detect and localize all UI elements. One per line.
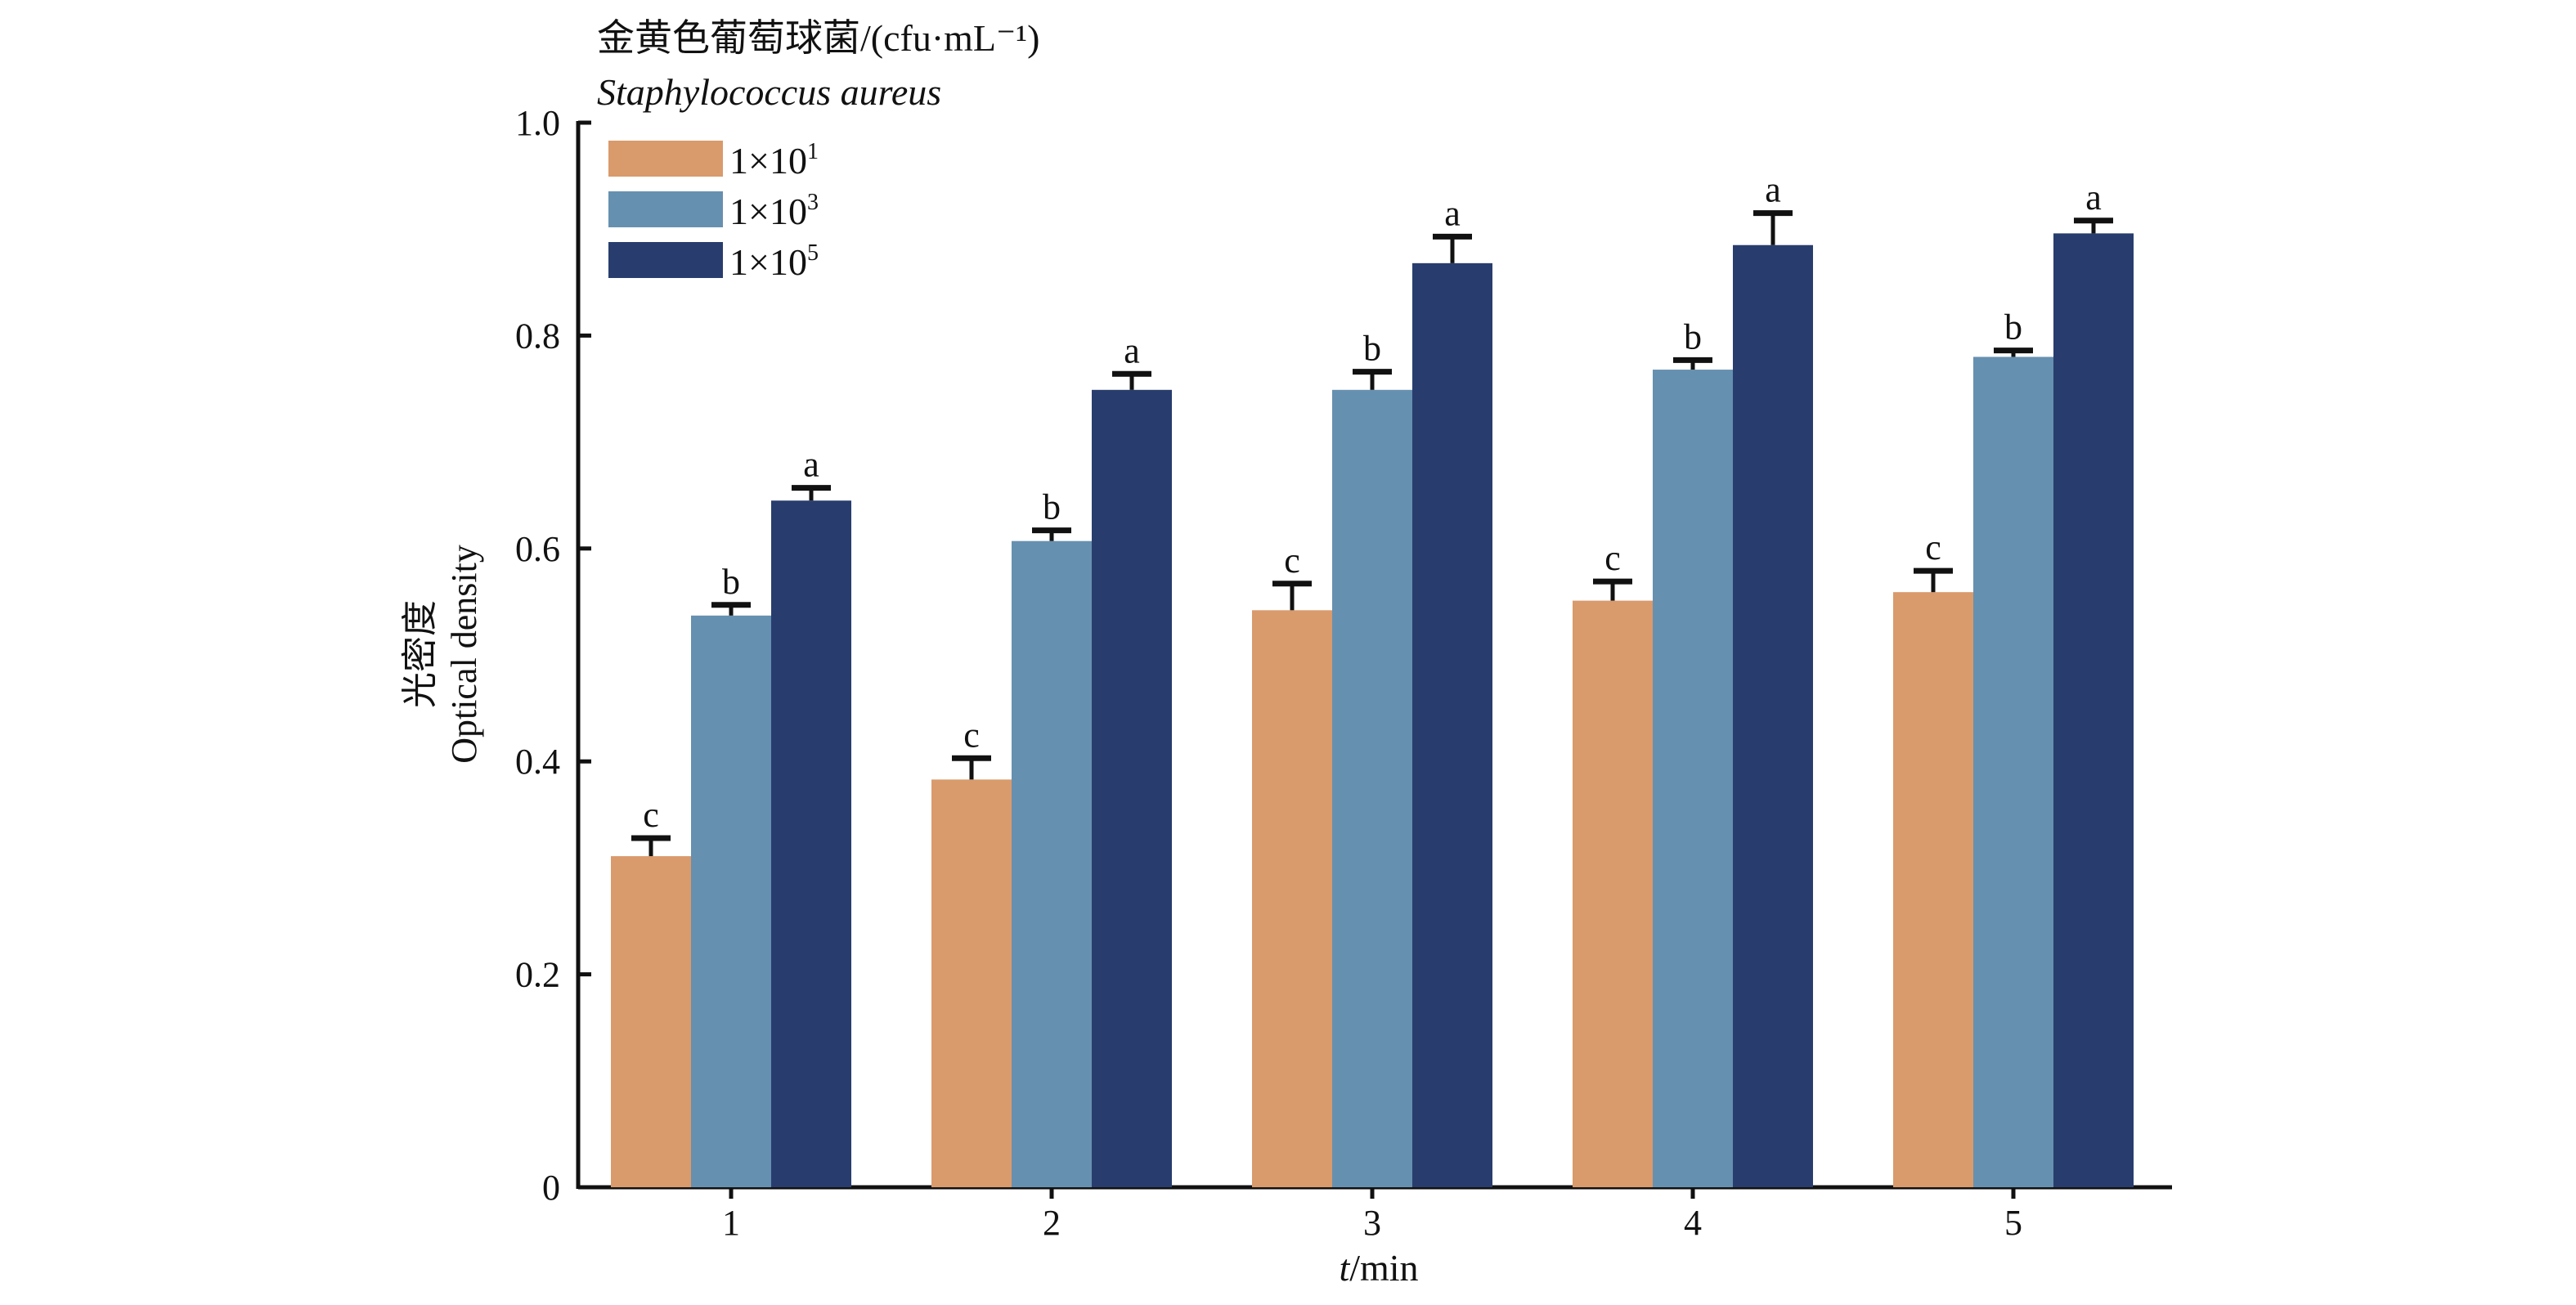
legend-label-base: 1×10 [729, 140, 807, 182]
y-tick-label: 0.2 [515, 955, 560, 995]
x-tick-label: 2 [1043, 1203, 1061, 1243]
legend-label: 1×101 [729, 139, 819, 182]
bar [1973, 357, 2053, 1187]
bar [2053, 233, 2134, 1188]
x-tick-label: 5 [2004, 1203, 2022, 1243]
bar [1252, 610, 1332, 1187]
bar [1412, 262, 1492, 1187]
x-tick-label: 3 [1363, 1203, 1381, 1243]
bar [1012, 540, 1092, 1187]
significance-letter: c [1925, 527, 1941, 567]
significance-letter: a [1765, 170, 1781, 210]
legend-title-en: Staphylococcus aureus [597, 71, 941, 113]
significance-letter: a [803, 445, 819, 485]
bar [1653, 370, 1733, 1188]
bar [1733, 244, 1813, 1188]
significance-letter: a [2085, 177, 2102, 218]
bar [771, 500, 851, 1187]
significance-letter: b [1043, 487, 1061, 527]
y-tick-label: 0.4 [515, 742, 560, 782]
significance-letter: b [722, 562, 740, 602]
legend-title-cn: 金黄色葡萄球菌/(cfu·mL⁻¹) [597, 17, 1039, 59]
legend-swatch [608, 242, 723, 278]
x-axis-title: t/min [1339, 1247, 1418, 1289]
bar [1573, 600, 1653, 1187]
legend-swatch [608, 191, 723, 227]
x-tick-label: 4 [1684, 1203, 1702, 1243]
y-tick-label: 0 [542, 1168, 560, 1208]
legend-label: 1×103 [729, 190, 819, 232]
significance-letter: c [1604, 538, 1621, 578]
significance-letter: b [1684, 316, 1702, 357]
y-tick-label: 1.0 [515, 103, 560, 143]
bar [691, 615, 771, 1187]
legend-label-base: 1×10 [729, 241, 807, 283]
bar [1332, 389, 1412, 1187]
significance-letter: b [2004, 307, 2022, 348]
x-tick-label: 1 [722, 1203, 740, 1243]
y-axis-title-cn: 光密度 [400, 600, 440, 708]
legend-label-base: 1×10 [729, 191, 807, 232]
plot-area: 0 0.2 0.4 0.6 0.8 1.0 1 c b a 2 c b a 3 c b a 4 c b a 5 c b a [515, 103, 2172, 1243]
significance-letter: b [1363, 329, 1381, 369]
legend-label-exponent: 3 [807, 190, 819, 215]
y-tick-label: 0.6 [515, 529, 560, 569]
significance-letter: c [963, 715, 980, 755]
significance-letter: c [1284, 540, 1300, 581]
bar [1092, 389, 1172, 1187]
x-axis-title-unit: /min [1349, 1247, 1418, 1289]
bar [1893, 592, 1973, 1187]
bar [931, 779, 1012, 1187]
significance-letter: a [1124, 330, 1140, 370]
significance-letter: c [643, 795, 659, 835]
x-axis-title-variable: t [1339, 1247, 1350, 1289]
y-tick-label: 0.8 [515, 316, 560, 356]
bar [611, 856, 691, 1187]
y-axis-title-en: Optical density [444, 545, 484, 764]
significance-letter: a [1444, 193, 1461, 233]
legend-label-exponent: 1 [807, 139, 819, 164]
legend-swatch [608, 141, 723, 177]
legend-label-exponent: 5 [807, 240, 819, 266]
legend-label: 1×105 [729, 240, 819, 283]
